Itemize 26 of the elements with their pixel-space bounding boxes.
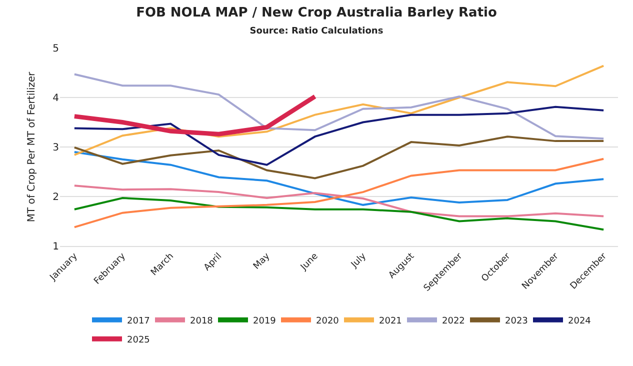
y-tick-label: 2 [52, 192, 59, 203]
line-series [73, 196, 605, 231]
line-series [72, 94, 318, 136]
line-series [73, 106, 605, 166]
legend-label: 2020 [316, 316, 340, 326]
legend-label: 2025 [127, 335, 150, 346]
line-series [73, 158, 605, 228]
legend-label: 2018 [190, 316, 214, 326]
line-series [73, 184, 605, 218]
legend-label: 2024 [568, 316, 592, 326]
y-tick-label: 3 [52, 142, 59, 154]
legend-label: 2022 [442, 316, 465, 326]
legend-label: 2017 [127, 316, 150, 326]
line-series [73, 73, 605, 140]
y-tick-label: 1 [52, 242, 59, 252]
y-tick-label: 4 [52, 93, 59, 104]
legend-label: 2019 [253, 316, 276, 326]
chart-title: FOB NOLA MAP / New Crop Australia Barley Ratio [136, 5, 497, 20]
chart-subtitle: Source: Ratio Calculations [250, 26, 384, 36]
line-series [73, 150, 605, 206]
line-series [73, 136, 605, 180]
line-series [73, 64, 605, 156]
legend-label: 2023 [505, 316, 528, 326]
legend-label: 2021 [379, 316, 402, 326]
y-axis-title: MT of Crop Per MT of Fertilizer [26, 70, 38, 222]
y-tick-label: 5 [52, 44, 59, 54]
